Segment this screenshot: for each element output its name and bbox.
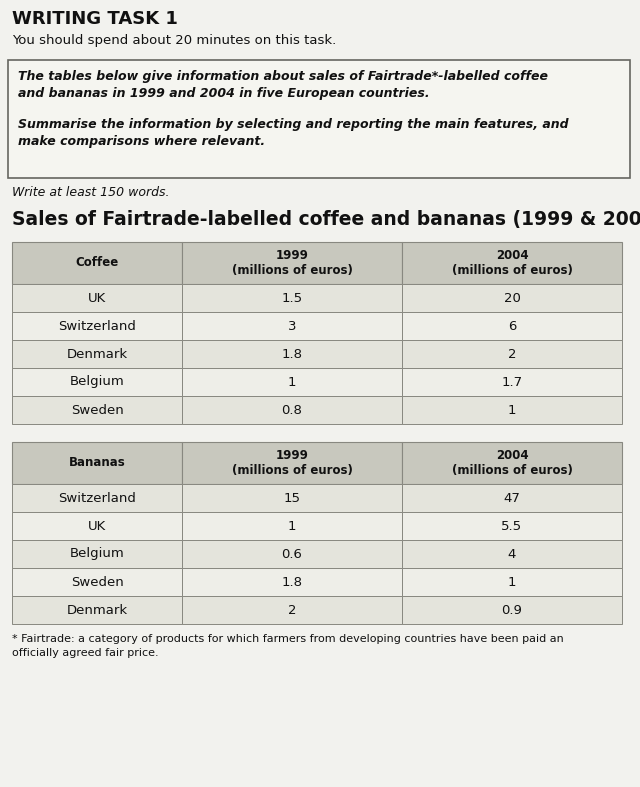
Text: 1.5: 1.5: [282, 291, 303, 305]
Bar: [8, 60, 630, 178]
Text: Switzerland: Switzerland: [58, 492, 136, 504]
Text: 3: 3: [288, 320, 296, 332]
Bar: [182, 484, 402, 512]
Text: WRITING TASK 1: WRITING TASK 1: [12, 10, 178, 28]
Text: UK: UK: [88, 291, 106, 305]
Bar: [182, 568, 402, 596]
Bar: [12, 368, 182, 396]
Text: Switzerland: Switzerland: [58, 320, 136, 332]
Bar: [402, 396, 622, 424]
Text: 0.8: 0.8: [282, 404, 303, 416]
Text: Summarise the information by selecting and reporting the main features, and
make: Summarise the information by selecting a…: [18, 118, 568, 149]
Bar: [182, 512, 402, 540]
Text: 1: 1: [288, 375, 296, 389]
Bar: [402, 368, 622, 396]
Text: Sweden: Sweden: [70, 575, 124, 589]
Text: 2: 2: [288, 604, 296, 616]
Text: Belgium: Belgium: [70, 548, 124, 560]
Text: 1999
(millions of euros): 1999 (millions of euros): [232, 449, 353, 477]
Text: 1999
(millions of euros): 1999 (millions of euros): [232, 249, 353, 277]
Bar: [182, 396, 402, 424]
Text: 5.5: 5.5: [501, 519, 523, 533]
Bar: [12, 512, 182, 540]
Text: 1.8: 1.8: [282, 348, 303, 360]
Bar: [12, 340, 182, 368]
Text: 1.8: 1.8: [282, 575, 303, 589]
Text: 0.9: 0.9: [502, 604, 522, 616]
Text: 2: 2: [508, 348, 516, 360]
Bar: [12, 396, 182, 424]
Text: 15: 15: [284, 492, 301, 504]
Bar: [12, 596, 182, 624]
Bar: [402, 442, 622, 484]
Bar: [182, 340, 402, 368]
Text: Bananas: Bananas: [68, 456, 125, 470]
Bar: [402, 540, 622, 568]
Bar: [12, 284, 182, 312]
Bar: [182, 540, 402, 568]
Text: Denmark: Denmark: [67, 604, 127, 616]
Text: 1.7: 1.7: [501, 375, 523, 389]
Bar: [12, 442, 182, 484]
Bar: [182, 442, 402, 484]
Bar: [182, 284, 402, 312]
Text: Belgium: Belgium: [70, 375, 124, 389]
Bar: [402, 340, 622, 368]
Text: Denmark: Denmark: [67, 348, 127, 360]
Bar: [182, 596, 402, 624]
Bar: [12, 540, 182, 568]
Text: 2004
(millions of euros): 2004 (millions of euros): [452, 249, 572, 277]
Text: 6: 6: [508, 320, 516, 332]
Bar: [402, 242, 622, 284]
Text: 1: 1: [508, 575, 516, 589]
Bar: [182, 312, 402, 340]
Bar: [402, 596, 622, 624]
Text: 0.6: 0.6: [282, 548, 303, 560]
Text: 4: 4: [508, 548, 516, 560]
Text: 2004
(millions of euros): 2004 (millions of euros): [452, 449, 572, 477]
Text: officially agreed fair price.: officially agreed fair price.: [12, 648, 159, 658]
Bar: [402, 284, 622, 312]
Text: Coffee: Coffee: [76, 257, 118, 269]
Text: Sales of Fairtrade-labelled coffee and bananas (1999 & 2004): Sales of Fairtrade-labelled coffee and b…: [12, 210, 640, 229]
Bar: [12, 312, 182, 340]
Bar: [402, 568, 622, 596]
Text: 47: 47: [504, 492, 520, 504]
Text: 20: 20: [504, 291, 520, 305]
Text: UK: UK: [88, 519, 106, 533]
Text: 1: 1: [288, 519, 296, 533]
Text: The tables below give information about sales of Fairtrade*-labelled coffee
and : The tables below give information about …: [18, 70, 548, 101]
Bar: [402, 312, 622, 340]
Text: You should spend about 20 minutes on this task.: You should spend about 20 minutes on thi…: [12, 34, 336, 47]
Text: * Fairtrade: a category of products for which farmers from developing countries : * Fairtrade: a category of products for …: [12, 634, 564, 644]
Bar: [402, 484, 622, 512]
Bar: [402, 512, 622, 540]
Bar: [12, 242, 182, 284]
Bar: [182, 368, 402, 396]
Bar: [182, 242, 402, 284]
Text: 1: 1: [508, 404, 516, 416]
Text: Sweden: Sweden: [70, 404, 124, 416]
Bar: [12, 484, 182, 512]
Bar: [12, 568, 182, 596]
Text: Write at least 150 words.: Write at least 150 words.: [12, 186, 170, 199]
